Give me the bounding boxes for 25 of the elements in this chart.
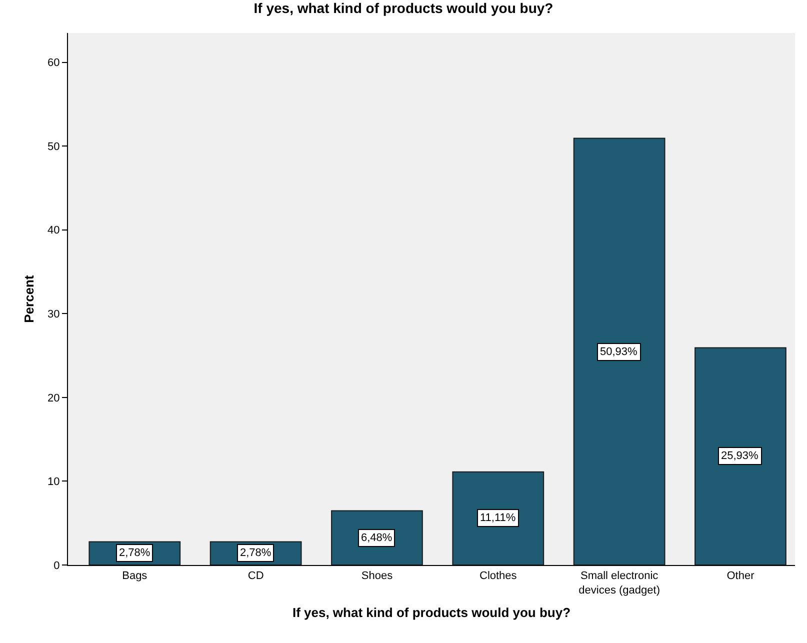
x-tick-label: Other [726, 570, 755, 582]
y-tick-label: 10 [48, 476, 60, 488]
chart-title: If yes, what kind of products would you buy? [254, 0, 554, 16]
x-tick-label: CD [248, 570, 264, 582]
y-tick-label: 20 [48, 392, 60, 404]
y-tick-label: 40 [48, 224, 60, 237]
y-tick-label: 30 [48, 308, 60, 321]
data-label: 25,93% [721, 450, 759, 462]
x-axis-title: If yes, what kind of products would you buy? [292, 605, 571, 620]
bar [452, 471, 544, 565]
y-tick-label: 50 [48, 140, 60, 153]
y-axis-title: Percent [22, 274, 36, 323]
y-tick-label: 0 [54, 560, 60, 572]
data-label: 11,11% [480, 512, 516, 524]
data-label: 2,78% [119, 547, 150, 559]
data-label: 50,93% [600, 346, 638, 358]
y-tick-label: 60 [48, 57, 60, 70]
bar [573, 138, 666, 565]
bar [694, 347, 786, 565]
data-label: 2,78% [240, 547, 272, 559]
x-tick-label: Small electronic devices (gadget) [578, 570, 660, 596]
x-tick-label: Clothes [479, 570, 518, 582]
data-label: 6,48% [361, 532, 392, 544]
x-tick-label: Bags [122, 570, 148, 582]
x-tick-label: Shoes [361, 570, 394, 582]
